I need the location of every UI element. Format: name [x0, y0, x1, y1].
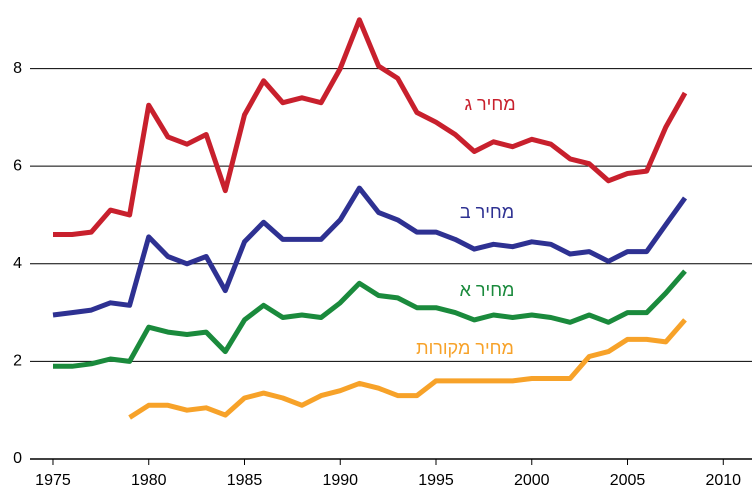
x-tick-label: 1985: [227, 472, 263, 489]
series-label: מחיר א: [460, 280, 515, 300]
x-tick-label: 2010: [705, 472, 741, 489]
x-tick-label: 1990: [322, 472, 358, 489]
x-tick-label: 2000: [514, 472, 550, 489]
series-label: מחיר ג: [464, 94, 515, 114]
y-tick-label: 2: [13, 353, 22, 370]
series-label: מחיר מקורות: [416, 338, 514, 358]
series-line: [52, 185, 688, 318]
y-tick-label: 8: [13, 60, 22, 77]
y-tick-label: 0: [13, 450, 22, 467]
x-tick-label: 1980: [131, 472, 167, 489]
y-tick-label: 4: [13, 255, 22, 272]
series-line: [53, 269, 687, 369]
series-label: מחיר ב: [460, 202, 514, 222]
x-tick-label: 2005: [610, 472, 646, 489]
y-tick-label: 6: [13, 157, 22, 174]
x-tick-label: 1995: [418, 472, 454, 489]
series-line: [53, 17, 688, 237]
series-line: [128, 318, 687, 420]
x-tick-label: 1975: [35, 472, 71, 489]
